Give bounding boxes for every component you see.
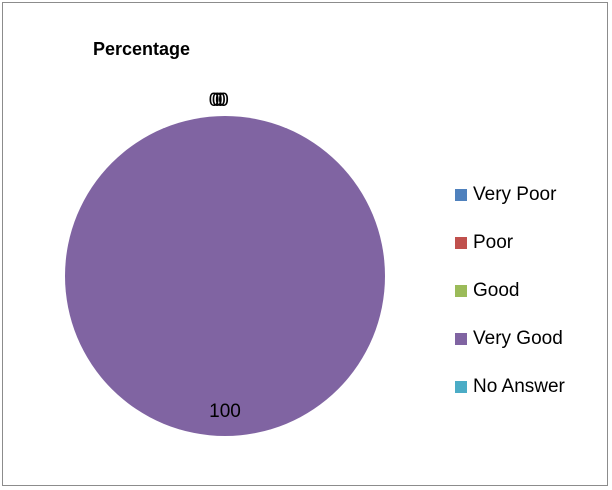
data-label-no-answer: 0: [218, 90, 229, 111]
legend-label: No Answer: [473, 376, 565, 398]
legend-item-good: Good: [455, 267, 605, 315]
chart-area: Percentage 0 0 0 100 0 Very Poor Poor Good V…: [2, 2, 608, 486]
data-label-very-good: 100: [209, 401, 241, 422]
legend-label: Very Poor: [473, 184, 556, 206]
legend-item-poor: Poor: [455, 219, 605, 267]
legend-swatch: [455, 333, 467, 345]
legend-label: Very Good: [473, 328, 563, 350]
legend-item-very-good: Very Good: [455, 315, 605, 363]
legend-label: Good: [473, 280, 519, 302]
legend: Very Poor Poor Good Very Good No Answer: [455, 171, 605, 411]
pie-slice-very-good: [65, 116, 385, 436]
legend-swatch: [455, 189, 467, 201]
legend-swatch: [455, 237, 467, 249]
legend-item-very-poor: Very Poor: [455, 171, 605, 219]
legend-swatch: [455, 285, 467, 297]
legend-label: Poor: [473, 232, 513, 254]
legend-item-no-answer: No Answer: [455, 363, 605, 411]
legend-swatch: [455, 381, 467, 393]
